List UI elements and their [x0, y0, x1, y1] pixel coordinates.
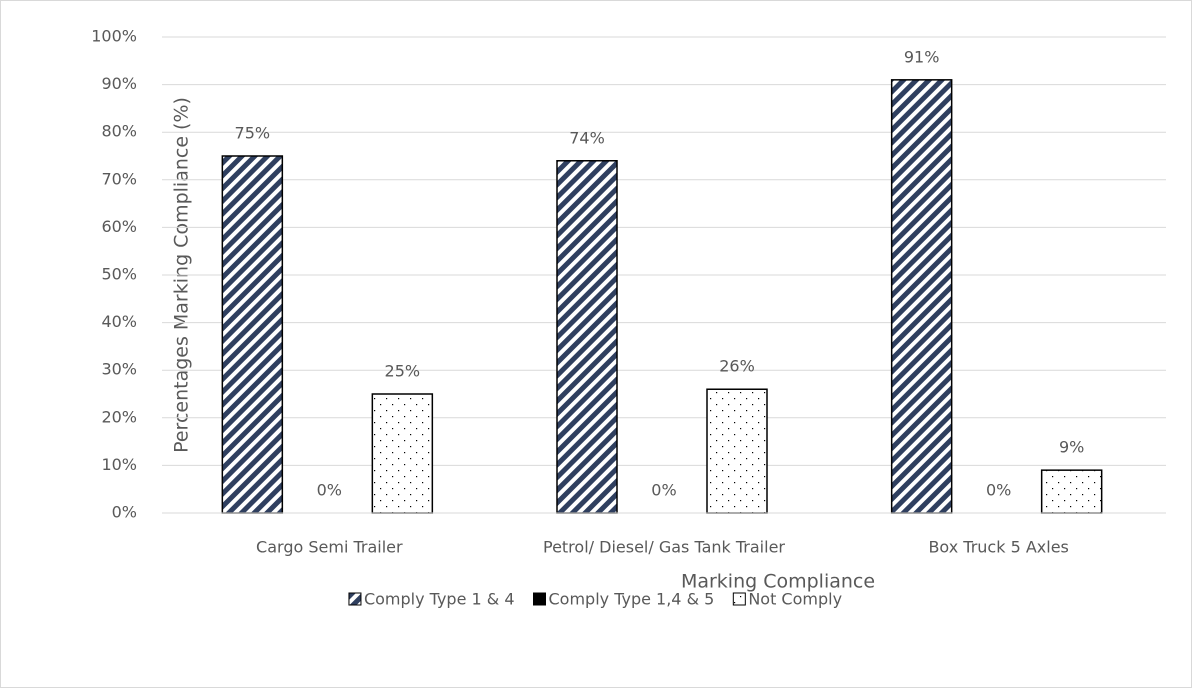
legend-swatch: [533, 592, 546, 606]
y-tick-label: 90%: [101, 74, 137, 93]
bar: [706, 388, 768, 514]
x-axis-title: Marking Compliance: [681, 571, 875, 593]
y-tick-label: 30%: [101, 360, 137, 379]
data-label: 26%: [719, 357, 755, 376]
data-label: 0%: [651, 481, 676, 500]
data-label: 25%: [385, 362, 421, 381]
bar: [890, 79, 953, 514]
data-label: 0%: [317, 481, 342, 500]
y-tick-label: 50%: [101, 265, 137, 284]
legend-label: Not Comply: [748, 590, 842, 609]
data-label: 0%: [986, 481, 1011, 500]
y-tick-label: 0%: [112, 503, 137, 522]
y-tick-label: 60%: [101, 217, 137, 236]
y-tick-label: 10%: [101, 455, 137, 474]
bar: [221, 155, 284, 514]
bar: [1040, 469, 1103, 514]
legend-label: Comply Type 1,4 & 5: [549, 590, 715, 609]
y-tick-label: 100%: [91, 27, 137, 46]
data-label: 75%: [235, 124, 271, 143]
data-label: 91%: [904, 47, 940, 66]
legend-swatch: [348, 592, 362, 606]
x-tick-label: Box Truck 5 Axles: [928, 538, 1068, 557]
x-tick-label: Petrol/ Diesel/ Gas Tank Trailer: [543, 538, 785, 557]
bar: [371, 393, 434, 514]
legend-label: Comply Type 1 & 4: [364, 590, 515, 609]
y-tick-label: 40%: [101, 312, 137, 331]
bar: [556, 160, 618, 514]
data-label: 9%: [1059, 438, 1084, 457]
legend-swatch: [732, 592, 746, 606]
y-tick-label: 80%: [101, 122, 137, 141]
y-tick-label: 70%: [101, 169, 137, 188]
y-tick-label: 20%: [101, 407, 137, 426]
x-tick-label: Cargo Semi Trailer: [256, 538, 403, 557]
data-label: 74%: [569, 128, 605, 147]
